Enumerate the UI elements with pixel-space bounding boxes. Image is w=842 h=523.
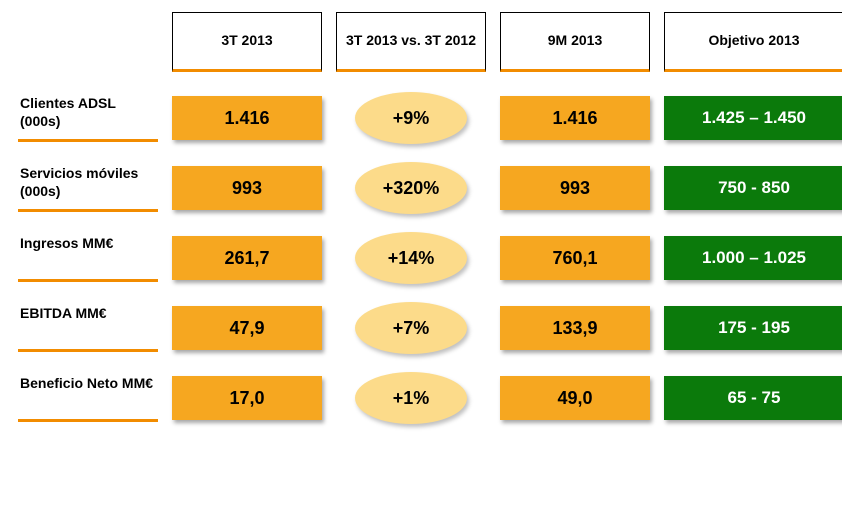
cell-delta-wrap: +320% <box>336 166 486 210</box>
row-label-text: Servicios móviles (000s) <box>20 164 156 200</box>
cell-target: 1.000 – 1.025 <box>664 236 842 280</box>
cell-delta: +1% <box>355 372 467 424</box>
cell-9m: 49,0 <box>500 376 650 420</box>
cell-target: 1.425 – 1.450 <box>664 96 842 140</box>
col-header-delta: 3T 2013 vs. 3T 2012 <box>336 12 486 72</box>
row-label: Ingresos MM€ <box>18 234 158 282</box>
cell-target: 750 - 850 <box>664 166 842 210</box>
row-label-text: Clientes ADSL (000s) <box>20 94 156 130</box>
cell-q3: 47,9 <box>172 306 322 350</box>
cell-9m: 993 <box>500 166 650 210</box>
cell-q3: 261,7 <box>172 236 322 280</box>
cell-delta: +14% <box>355 232 467 284</box>
header-spacer <box>18 12 158 72</box>
cell-delta: +7% <box>355 302 467 354</box>
cell-q3: 17,0 <box>172 376 322 420</box>
row-label: Clientes ADSL (000s) <box>18 94 158 142</box>
row-label-text: EBITDA MM€ <box>20 304 107 322</box>
cell-delta-wrap: +14% <box>336 236 486 280</box>
cell-q3: 1.416 <box>172 96 322 140</box>
col-header-target: Objetivo 2013 <box>664 12 842 72</box>
row-label-text: Ingresos MM€ <box>20 234 113 252</box>
kpi-table: 3T 2013 3T 2013 vs. 3T 2012 9M 2013 Obje… <box>18 12 824 422</box>
cell-delta-wrap: +7% <box>336 306 486 350</box>
cell-9m: 1.416 <box>500 96 650 140</box>
cell-9m: 760,1 <box>500 236 650 280</box>
cell-delta: +320% <box>355 162 467 214</box>
cell-delta: +9% <box>355 92 467 144</box>
row-label: Beneficio Neto MM€ <box>18 374 158 422</box>
cell-9m: 133,9 <box>500 306 650 350</box>
col-header-q3: 3T 2013 <box>172 12 322 72</box>
cell-target: 65 - 75 <box>664 376 842 420</box>
row-label-text: Beneficio Neto MM€ <box>20 374 153 392</box>
col-header-9m: 9M 2013 <box>500 12 650 72</box>
cell-delta-wrap: +9% <box>336 96 486 140</box>
cell-target: 175 - 195 <box>664 306 842 350</box>
cell-delta-wrap: +1% <box>336 376 486 420</box>
row-label: Servicios móviles (000s) <box>18 164 158 212</box>
row-label: EBITDA MM€ <box>18 304 158 352</box>
cell-q3: 993 <box>172 166 322 210</box>
